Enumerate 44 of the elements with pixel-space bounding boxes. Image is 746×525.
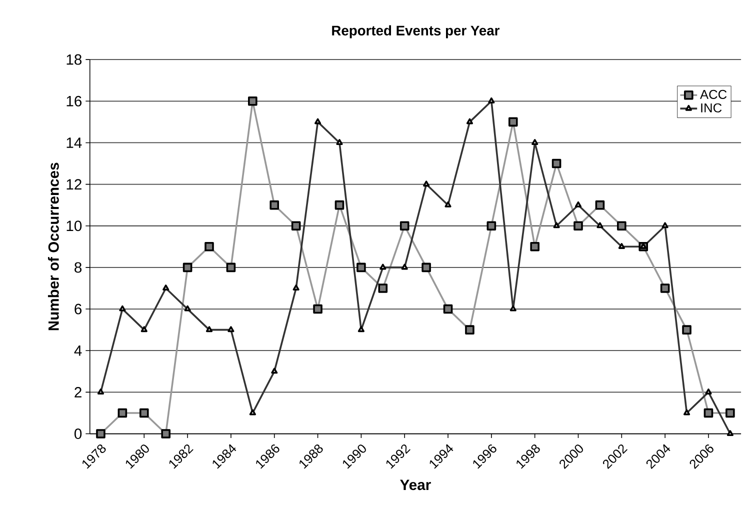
point	[660, 284, 670, 293]
y-tick-label: 2	[74, 386, 82, 398]
point	[96, 429, 106, 438]
legend-label: INC	[701, 103, 722, 112]
point	[356, 262, 366, 272]
y-tick-label: 0	[74, 428, 82, 439]
y-tick-label: 16	[66, 96, 82, 106]
point	[270, 200, 280, 210]
y-tick-label: 8	[74, 262, 82, 273]
legend-label: ACC	[700, 90, 727, 99]
point	[422, 262, 431, 272]
point	[465, 325, 474, 334]
y-tick-label: 18	[66, 54, 82, 65]
point	[204, 242, 214, 252]
point	[682, 325, 692, 334]
point	[334, 200, 344, 210]
point	[139, 408, 149, 418]
point	[530, 242, 540, 252]
x-axis-title: Year	[400, 480, 431, 490]
point	[508, 117, 518, 127]
y-tick-label: 4	[74, 345, 82, 356]
point	[161, 429, 170, 438]
point	[378, 284, 388, 293]
point	[248, 96, 258, 106]
point	[704, 408, 714, 418]
point	[443, 304, 453, 314]
y-tick-label: 12	[66, 179, 82, 190]
point	[118, 408, 128, 418]
point	[313, 304, 322, 314]
point	[291, 221, 301, 230]
y-tick-label: 6	[74, 304, 82, 314]
y-axis-title: Number of Occurrences	[48, 162, 59, 330]
point	[595, 200, 605, 210]
point	[400, 221, 410, 230]
point	[574, 221, 583, 230]
y-tick-label: 10	[66, 220, 82, 232]
point	[182, 262, 192, 272]
point	[617, 221, 626, 230]
point	[486, 221, 496, 230]
chart-title: Reported Events per Year	[332, 25, 500, 38]
point	[726, 408, 735, 418]
y-tick-label: 14	[66, 138, 82, 148]
point	[226, 262, 236, 272]
point	[552, 158, 562, 168]
